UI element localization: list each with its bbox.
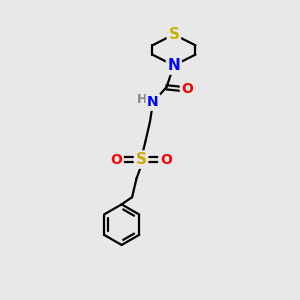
Text: N: N [147,95,159,109]
Text: S: S [136,152,146,167]
Text: O: O [110,153,122,166]
Text: N: N [167,58,180,73]
Text: O: O [160,153,172,166]
Text: S: S [168,27,179,42]
Text: O: O [182,82,193,96]
Text: H: H [136,93,147,106]
